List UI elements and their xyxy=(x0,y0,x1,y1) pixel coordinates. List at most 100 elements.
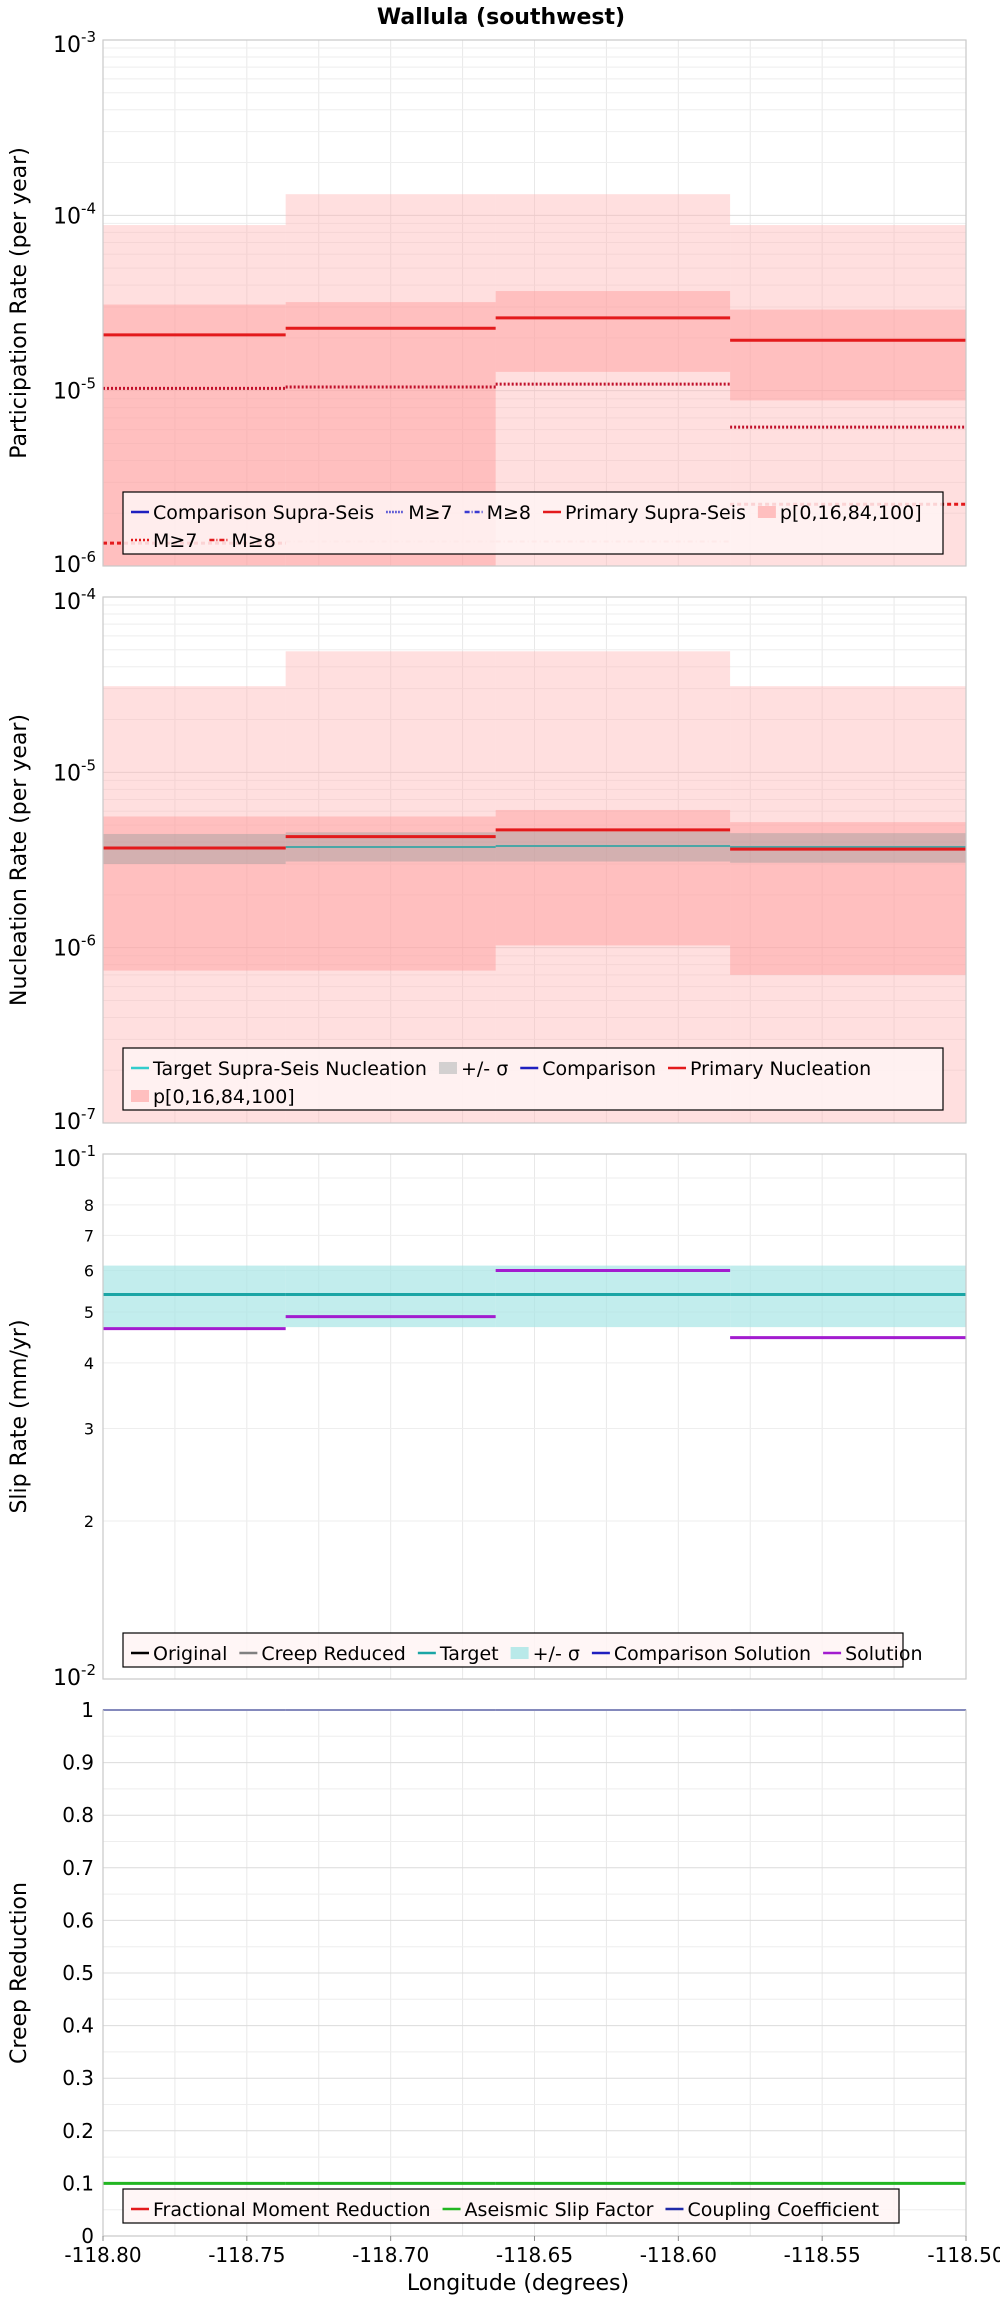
legend: Fractional Moment Reduction Aseismic Slip… xyxy=(122,2188,900,2224)
y-tick-label: 0.1 xyxy=(62,2171,94,2195)
legend-label: Coupling Coefficient xyxy=(687,2199,879,2221)
y-tick-label-minor: 3 xyxy=(84,1420,94,1439)
legend-item: Original xyxy=(131,1643,227,1665)
legend-item: Solution xyxy=(823,1643,923,1665)
band-1-segment-2 xyxy=(285,651,496,1123)
y-tick-label: 10-5 xyxy=(53,375,96,405)
legend-swatch xyxy=(131,1090,149,1102)
legend-label: Comparison Supra-Seis xyxy=(153,502,374,524)
legend-item: Target Supra-Seis Nucleation xyxy=(131,1058,427,1080)
x-tick-label: -118.55 xyxy=(784,2243,861,2267)
band-1-segment-1 xyxy=(103,1265,286,1328)
band-1-segment-4 xyxy=(730,1265,966,1328)
y-tick-label: 10-1 xyxy=(53,1142,96,1172)
y-tick-label-minor: 4 xyxy=(84,1354,94,1373)
y-tick-label: 0.2 xyxy=(62,2119,94,2143)
legend-label: +/- σ xyxy=(533,1643,580,1665)
y-tick-label: 0.3 xyxy=(62,2066,94,2090)
panel-3: 10-1 10-2 2 3 4 5 6 7 8 Slip Rate (mm/yr) Original… xyxy=(7,1142,967,1691)
legend-item: Fractional Moment Reduction xyxy=(131,2199,431,2221)
panel-1: 10-3 10-4 10-5 10-6 Participation Rate (per … xyxy=(7,28,967,578)
x-tick-label: -118.75 xyxy=(208,2243,285,2267)
band-2-segment-4 xyxy=(730,309,966,401)
band-1-segment-3 xyxy=(495,651,731,1123)
y-tick-label-minor: 5 xyxy=(84,1303,94,1322)
x-tick-label: -118.50 xyxy=(927,2243,1000,2267)
band-2-segment-1 xyxy=(103,816,286,971)
y-tick-label: 10-6 xyxy=(53,932,96,962)
y-tick-label: 0.6 xyxy=(62,1908,94,1932)
legend-item: Coupling Coefficient xyxy=(665,2199,879,2221)
legend-item: Comparison Solution xyxy=(591,1643,811,1665)
y-tick-label: 10-3 xyxy=(53,28,96,58)
legend-label: Target xyxy=(439,1643,499,1665)
legend-label: Comparison Solution xyxy=(614,1643,811,1665)
legend-label: Comparison xyxy=(542,1058,656,1080)
legend-label: p[0,16,84,100] xyxy=(153,1086,295,1108)
y-axis-label: Participation Rate (per year) xyxy=(7,147,32,459)
legend-swatch xyxy=(438,1062,457,1074)
y-tick-label: 10-4 xyxy=(53,585,96,615)
x-tick-label: -118.80 xyxy=(64,2243,141,2267)
legend: Comparison Supra-Seis M≥7 M≥8 Primary Supra… xyxy=(122,491,944,555)
legend-item: Target xyxy=(417,1643,499,1665)
x-axis: -118.80 -118.75 -118.70 -118.65 -118.60 -118.… xyxy=(64,2236,1000,2267)
band-2-segment-3 xyxy=(495,291,731,372)
legend-item: +/- σ xyxy=(510,1643,580,1665)
legend-item: Creep Reduced xyxy=(239,1643,406,1665)
y-tick-label: 0 xyxy=(81,2224,94,2248)
legend-label: Fractional Moment Reduction xyxy=(153,2199,431,2221)
band-2-segment-2 xyxy=(285,816,496,971)
y-tick-labels: 10-1 10-2 2 3 4 5 6 7 8 xyxy=(53,1142,96,1691)
y-tick-label-minor: 8 xyxy=(84,1196,94,1215)
legend-item: p[0,16,84,100] xyxy=(131,1086,295,1108)
y-axis-label: Creep Reduction xyxy=(7,1882,32,2064)
legend: Original Creep Reduced Target +/- σ Comparis… xyxy=(122,1632,923,1668)
legend-label: Creep Reduced xyxy=(261,1643,405,1665)
legend-label: M≥7 xyxy=(153,530,197,552)
chart-panels: 10-3 10-4 10-5 10-6 Participation Rate (per … xyxy=(7,28,967,2248)
legend-box xyxy=(122,2188,900,2224)
legend-label: M≥8 xyxy=(487,502,531,524)
panel-4: 0 0.1 0.2 0.3 0.4 0.5 0.6 0.7 0.8 0.9 1 Creep Reduc… xyxy=(7,1698,967,2248)
legend-label: M≥7 xyxy=(408,502,452,524)
legend-item: M≥7 xyxy=(131,530,197,552)
x-axis-label: Longitude (degrees) xyxy=(407,2271,629,2296)
legend-item: M≥8 xyxy=(464,502,531,524)
legend-swatch xyxy=(510,1647,529,1659)
legend-item: M≥7 xyxy=(386,502,453,524)
legend-item: +/- σ xyxy=(438,1058,508,1080)
x-tick-label: -118.70 xyxy=(352,2243,429,2267)
legend-label: +/- σ xyxy=(461,1058,508,1080)
band-2-segment-3 xyxy=(495,809,731,946)
y-tick-label-minor: 2 xyxy=(84,1512,94,1531)
legend-item: Comparison xyxy=(520,1058,656,1080)
y-tick-label-minor: 6 xyxy=(84,1261,94,1280)
legend-box xyxy=(122,1047,944,1111)
y-tick-label: 1 xyxy=(81,1698,94,1722)
legend-label: p[0,16,84,100] xyxy=(780,502,922,524)
legend-swatch xyxy=(757,506,776,518)
y-tick-label: 0.9 xyxy=(62,1751,94,1775)
legend: Target Supra-Seis Nucleation +/- σ Compari… xyxy=(122,1047,944,1111)
legend-box xyxy=(122,491,944,555)
y-tick-label: 10-4 xyxy=(53,199,96,229)
y-tick-label: 0.5 xyxy=(62,1961,94,1985)
plot-frame xyxy=(102,1153,967,1680)
plot-frame xyxy=(102,39,967,567)
legend-label: M≥8 xyxy=(231,530,275,552)
legend-label: Primary Nucleation xyxy=(690,1058,871,1080)
y-tick-labels: 10-4 10-5 10-6 10-7 xyxy=(53,585,96,1135)
legend-item: Primary Supra-Seis xyxy=(543,502,746,524)
y-tick-label: 10-7 xyxy=(53,1105,96,1135)
x-tick-label: -118.60 xyxy=(640,2243,717,2267)
y-tick-label: 10-5 xyxy=(53,756,96,786)
y-tick-label: 0.8 xyxy=(62,1803,94,1827)
y-tick-label: 0.7 xyxy=(62,1856,94,1880)
legend-item: Aseismic Slip Factor xyxy=(442,2199,654,2221)
plot-frame xyxy=(102,596,967,1124)
y-tick-label-minor: 7 xyxy=(84,1226,94,1245)
legend-item: Comparison Supra-Seis xyxy=(131,502,374,524)
band-1-segment-3 xyxy=(495,1265,731,1328)
